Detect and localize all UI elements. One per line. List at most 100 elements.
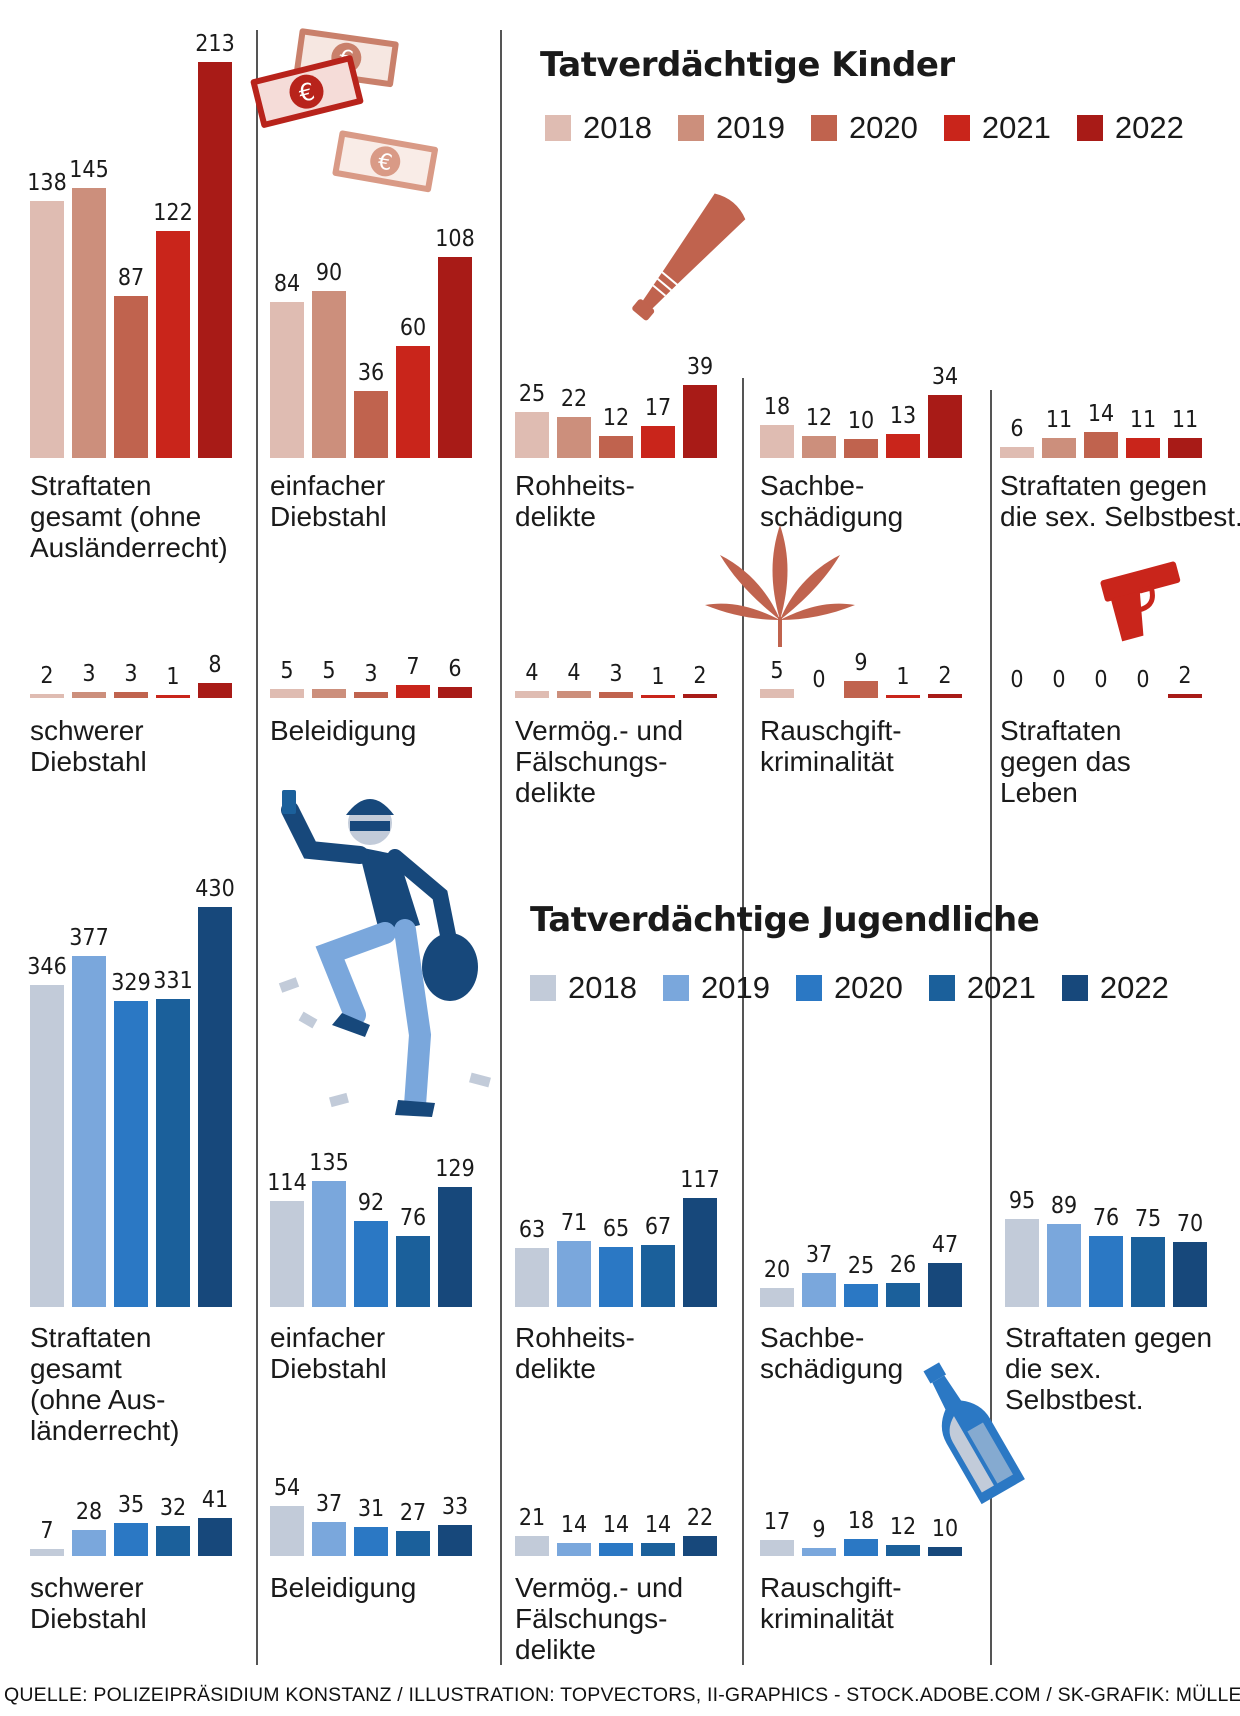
bar: [599, 692, 633, 698]
data-label: 1: [166, 664, 180, 690]
category-label-line: Rauschgift-: [760, 1572, 902, 1603]
data-label: 18: [847, 1508, 875, 1535]
legend-item: 2018: [530, 970, 637, 1006]
legend-jugendliche: 2018 2019 2020 2021 2022: [530, 970, 1169, 1006]
svg-text:€: €: [296, 77, 318, 108]
data-label: 3: [609, 661, 623, 688]
data-label: 17: [763, 1509, 791, 1536]
data-label: 346: [27, 954, 67, 981]
data-label: 28: [75, 1498, 103, 1525]
data-label: 26: [889, 1251, 917, 1278]
category-label-line: kriminalität: [760, 1603, 894, 1634]
data-label: 95: [1008, 1187, 1036, 1214]
category-label-line: länderrecht): [30, 1415, 180, 1446]
category-label: Straftaten gegen das Leben: [1000, 715, 1131, 808]
legend-label: 2018: [568, 970, 637, 1005]
category-label-line: Diebstahl: [30, 1603, 147, 1634]
legend-label: 2019: [700, 970, 770, 1005]
category-label-line: (ohne Aus-: [30, 1384, 166, 1415]
bar: [354, 1527, 388, 1556]
bar: [198, 683, 232, 698]
bar: [114, 1523, 148, 1556]
bar: [354, 692, 388, 698]
title-kinder: Tatverdächtige Kinder: [540, 45, 955, 85]
bar: [1168, 437, 1202, 458]
data-label: 12: [602, 404, 630, 431]
bar: [557, 690, 591, 698]
data-label: 8: [208, 652, 222, 679]
data-label: 5: [770, 657, 784, 684]
bar: [156, 695, 190, 698]
bar: [396, 684, 430, 698]
thief-icon: [278, 790, 491, 1117]
bar: [886, 1544, 920, 1556]
category-label: Rauschgift-kriminalität: [760, 1572, 902, 1634]
bar: [198, 1517, 232, 1556]
bar: [928, 394, 962, 458]
bar: [760, 1540, 794, 1556]
bar: [312, 688, 346, 698]
data-label: 34: [931, 363, 959, 390]
bar: [760, 1288, 794, 1307]
category-label-line: Sachbe-: [760, 1322, 865, 1353]
data-label: 145: [69, 157, 109, 184]
bar: [886, 433, 920, 458]
bar: [599, 435, 633, 458]
legend-item: 2021: [943, 110, 1051, 146]
bar: [312, 290, 346, 458]
data-label: 7: [406, 653, 420, 680]
bar: [844, 1539, 878, 1556]
data-label: 25: [518, 380, 546, 407]
data-label: 10: [847, 408, 875, 435]
legend-item: 2019: [662, 970, 770, 1006]
bar: [802, 1272, 836, 1307]
bar: [1089, 1236, 1123, 1307]
category-label-line: delikte: [515, 1634, 596, 1665]
category-label-line: schwerer: [30, 1572, 144, 1603]
legend-label: 2018: [583, 110, 652, 145]
bar: [683, 694, 717, 698]
data-label: 0: [812, 667, 826, 693]
category-label: einfacher Diebstahl: [270, 470, 387, 532]
data-label: 60: [399, 315, 427, 342]
legend-swatch: [943, 115, 970, 141]
bar: [72, 1529, 106, 1556]
bar: [515, 411, 549, 458]
category-label-line: Selbstbest.: [1005, 1384, 1144, 1415]
bar: [156, 1526, 190, 1556]
legend-swatch: [545, 115, 571, 141]
baseball-bat-icon: [632, 193, 746, 321]
data-label: 0: [1010, 667, 1024, 693]
bar: [886, 1282, 920, 1307]
category-label: Vermög.- und Fälschungs-delikte: [515, 1572, 683, 1665]
category-label: Sachbe-schädigung: [760, 1322, 903, 1384]
data-label: 20: [763, 1257, 791, 1284]
bar: [396, 1530, 430, 1556]
category-label-line: delikte: [515, 777, 596, 808]
category-label-line: Straftaten gegen: [1000, 470, 1208, 501]
legend-kinder: 2018 2019 2020 2021 2022: [545, 110, 1184, 146]
category-label: Beleidigung: [270, 715, 416, 746]
bar: [928, 1263, 962, 1307]
divider-4: [990, 390, 992, 1665]
bar: [1084, 431, 1118, 458]
data-label: 2: [1178, 663, 1192, 690]
divider-3: [742, 378, 744, 1665]
data-label: 6: [448, 655, 462, 682]
data-label: 135: [309, 1150, 349, 1177]
bar: [354, 1221, 388, 1307]
bar: [1047, 1224, 1081, 1307]
bar: [114, 296, 148, 458]
category-label: Sachbe-schädigung: [760, 470, 903, 532]
category-label: Rohheits-delikte: [515, 470, 635, 532]
bar: [396, 346, 430, 458]
category-label-line: Vermög.- und: [515, 1572, 684, 1603]
data-label: 430: [195, 876, 235, 903]
data-label: 12: [889, 1513, 917, 1540]
data-label: 76: [399, 1205, 427, 1232]
data-label: 39: [686, 354, 714, 381]
data-label: 122: [153, 200, 193, 227]
data-label: 54: [273, 1474, 301, 1501]
bar: [641, 426, 675, 458]
